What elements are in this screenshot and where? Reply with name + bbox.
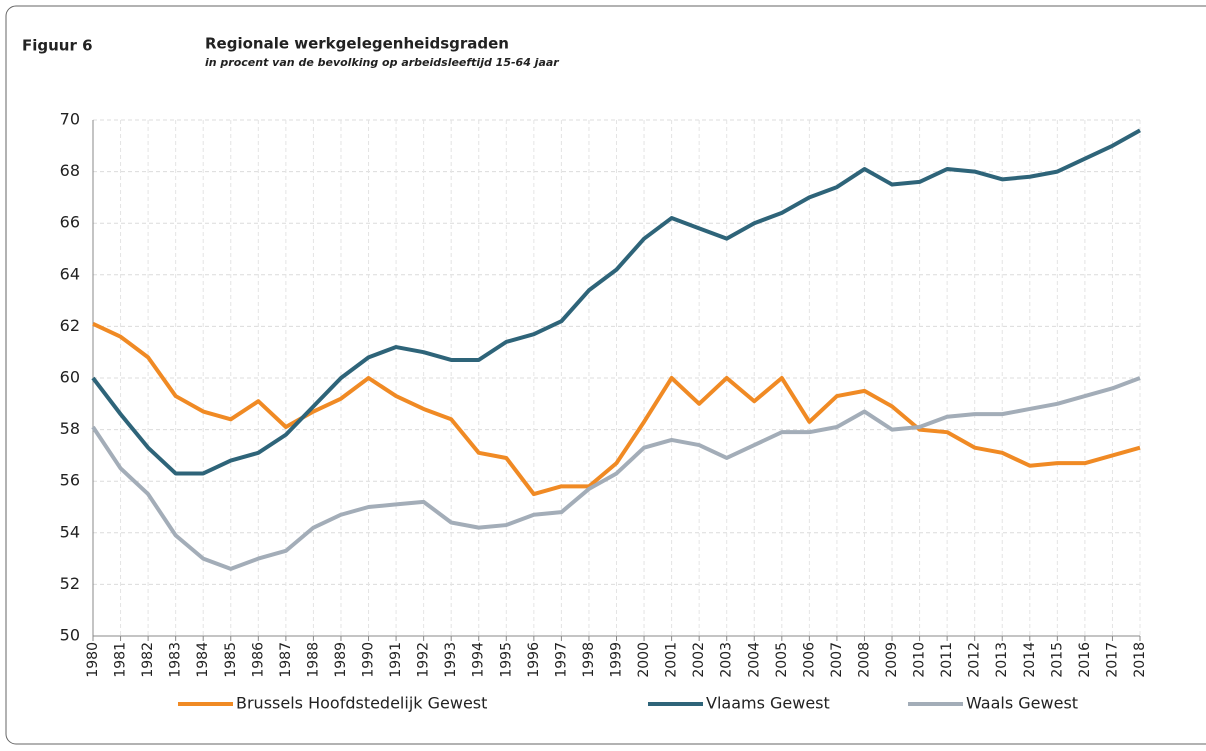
figure-label: Figuur 6 [22, 37, 93, 55]
line-series [92, 322, 1141, 497]
x-tick-label: 1997 [553, 642, 569, 678]
x-tick-label: 1993 [443, 642, 459, 678]
x-tick-label: 1989 [333, 642, 349, 678]
x-tick-label: 2009 [884, 642, 900, 678]
x-tick-label: 1996 [526, 642, 542, 678]
x-tick-label: 1983 [168, 642, 184, 678]
y-tick-label: 62 [60, 316, 80, 335]
x-tick-label: 2017 [1104, 642, 1120, 678]
x-tick-label: 1987 [278, 642, 294, 678]
y-tick-label: 50 [60, 626, 80, 645]
legend-label: Waals Gewest [966, 694, 1078, 713]
y-tick-label: 52 [60, 574, 80, 593]
line-series [91, 128, 1141, 476]
x-tick-label: 2008 [856, 642, 872, 678]
x-tick-label: 1988 [305, 642, 321, 678]
legend-label: Brussels Hoofdstedelijk Gewest [236, 694, 487, 713]
x-tick-label: 2016 [1077, 642, 1093, 678]
x-tick-label: 2003 [719, 642, 735, 678]
x-tick-label: 1981 [113, 642, 129, 678]
line-series [91, 376, 1141, 571]
x-tick-label: 2018 [1132, 642, 1148, 678]
x-tick-label: 2004 [746, 642, 762, 678]
frame [5, 5, 1206, 745]
x-tick-label: 1999 [609, 642, 625, 678]
x-tick-label: 1991 [388, 642, 404, 678]
chart-subtitle: in procent van de bevolking op arbeidsle… [205, 56, 559, 69]
x-tick-label: 2000 [636, 642, 652, 678]
x-tick-label: 2013 [994, 642, 1010, 678]
x-tick-label: 2015 [1049, 642, 1065, 678]
y-tick-label: 60 [60, 368, 80, 387]
x-tick-label: 2002 [691, 642, 707, 678]
y-tick-label: 70 [60, 110, 80, 129]
legend-label: Vlaams Gewest [706, 694, 830, 713]
x-tick-label: 1995 [498, 642, 514, 678]
x-tick-label: 1986 [250, 642, 266, 678]
x-tick-label: 2011 [939, 642, 955, 678]
x-tick-label: 1990 [361, 642, 377, 678]
x-tick-label: 2014 [1022, 642, 1038, 678]
y-tick-label: 58 [60, 419, 80, 438]
y-tick-label: 66 [60, 213, 80, 232]
x-tick-label: 2010 [912, 642, 928, 678]
y-tick-label: 54 [60, 522, 80, 541]
x-tick-label: 2012 [967, 642, 983, 678]
y-tick-label: 68 [60, 161, 80, 180]
x-tick-label: 1980 [85, 642, 101, 678]
x-tick-label: 1994 [471, 642, 487, 678]
x-tick-label: 2006 [801, 642, 817, 678]
x-tick-label: 1985 [223, 642, 239, 678]
x-tick-label: 1982 [140, 642, 156, 678]
x-tick-label: 2007 [829, 642, 845, 678]
y-tick-label: 56 [60, 471, 80, 490]
y-tick-label: 64 [60, 264, 80, 283]
x-tick-label: 1998 [581, 642, 597, 678]
x-tick-label: 2001 [664, 642, 680, 678]
x-tick-label: 1992 [416, 642, 432, 678]
chart-title: Regionale werkgelegenheidsgraden [205, 35, 509, 53]
x-tick-label: 1984 [195, 642, 211, 678]
x-tick-label: 2005 [774, 642, 790, 678]
